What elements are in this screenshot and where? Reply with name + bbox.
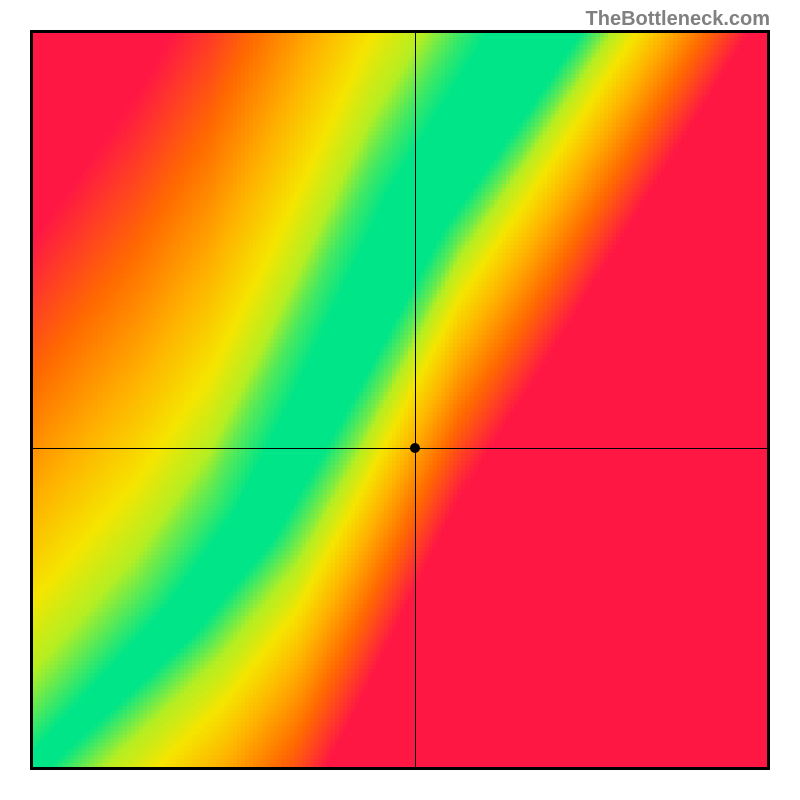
crosshair-horizontal bbox=[33, 448, 767, 449]
watermark-text: TheBottleneck.com bbox=[586, 8, 770, 31]
heatmap-canvas bbox=[33, 33, 767, 767]
crosshair-vertical bbox=[415, 33, 416, 767]
crosshair-marker bbox=[410, 443, 420, 453]
bottleneck-heatmap bbox=[30, 30, 770, 770]
